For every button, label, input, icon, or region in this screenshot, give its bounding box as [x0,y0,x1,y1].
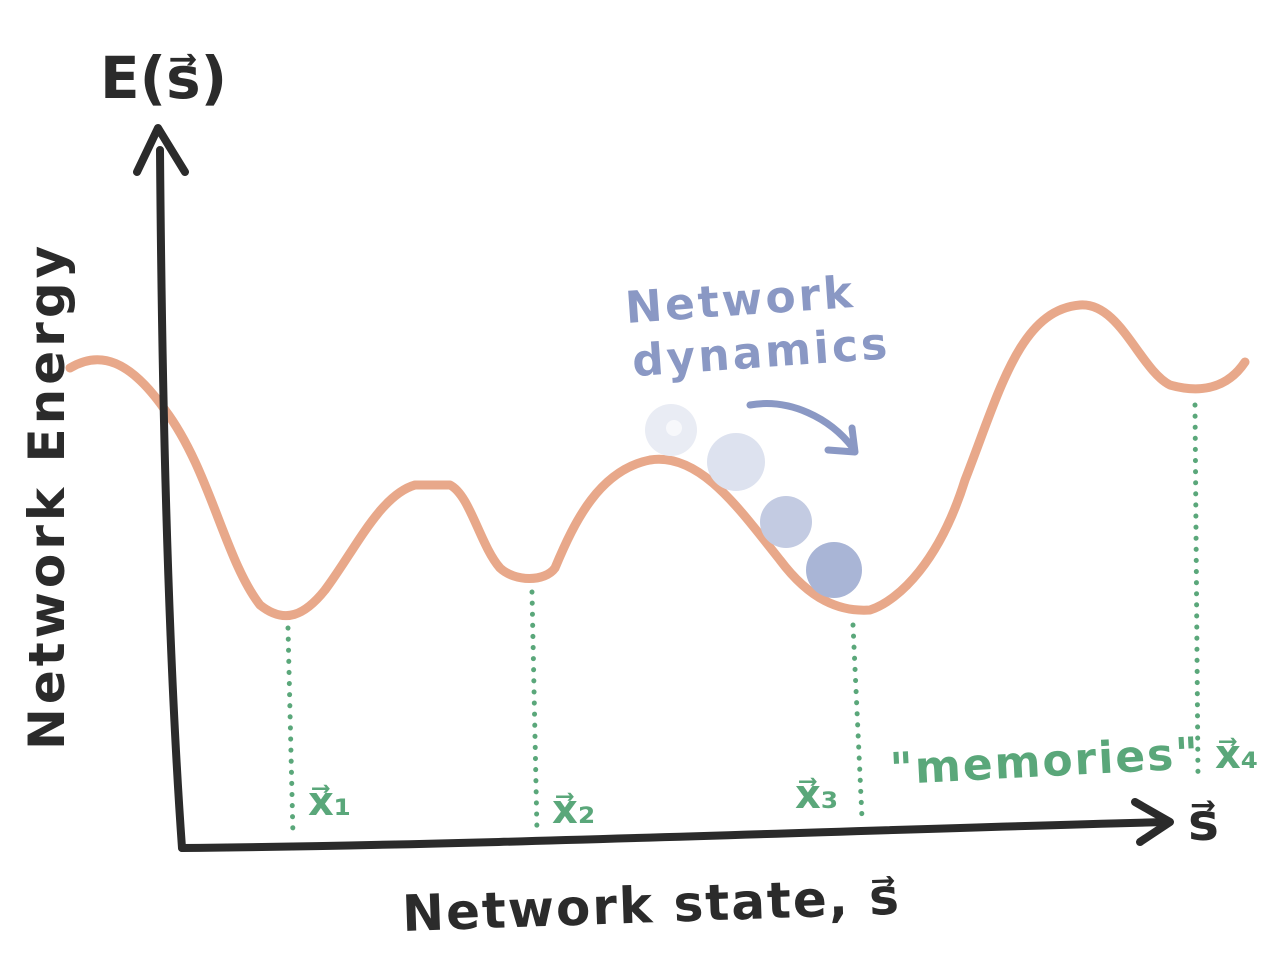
minimum-label-3: x⃗₃ [795,772,838,818]
x-axis-label: Network state, s⃗ [401,868,902,943]
ball-3 [760,496,812,548]
minimum-label-4: x⃗₄ [1215,732,1258,778]
memories-label: "memories" [889,728,1202,795]
y-axis-label: Network Energy [18,242,76,750]
x-axis-symbol: s⃗ [1188,793,1219,853]
x-axis-line [178,818,1172,852]
dynamics-arrow [746,400,857,452]
dynamics-arrowhead [824,424,859,456]
y-axis-symbol: E(s⃗) [100,44,227,112]
energy-curve [65,300,1250,621]
ball-2 [707,433,765,491]
memory-line-1 [285,625,296,839]
ball-1-inner [666,420,682,436]
y-axis-line [156,146,186,852]
memory-line-3 [850,622,865,821]
memory-line-4 [1192,402,1201,781]
y-axis-arrowhead [133,124,189,176]
x-axis-arrowhead [1131,798,1174,846]
minimum-label-1: x⃗₁ [308,779,351,825]
ball-4 [806,542,862,598]
minimum-label-2: x⃗₂ [552,787,595,833]
memory-line-2 [529,589,540,835]
